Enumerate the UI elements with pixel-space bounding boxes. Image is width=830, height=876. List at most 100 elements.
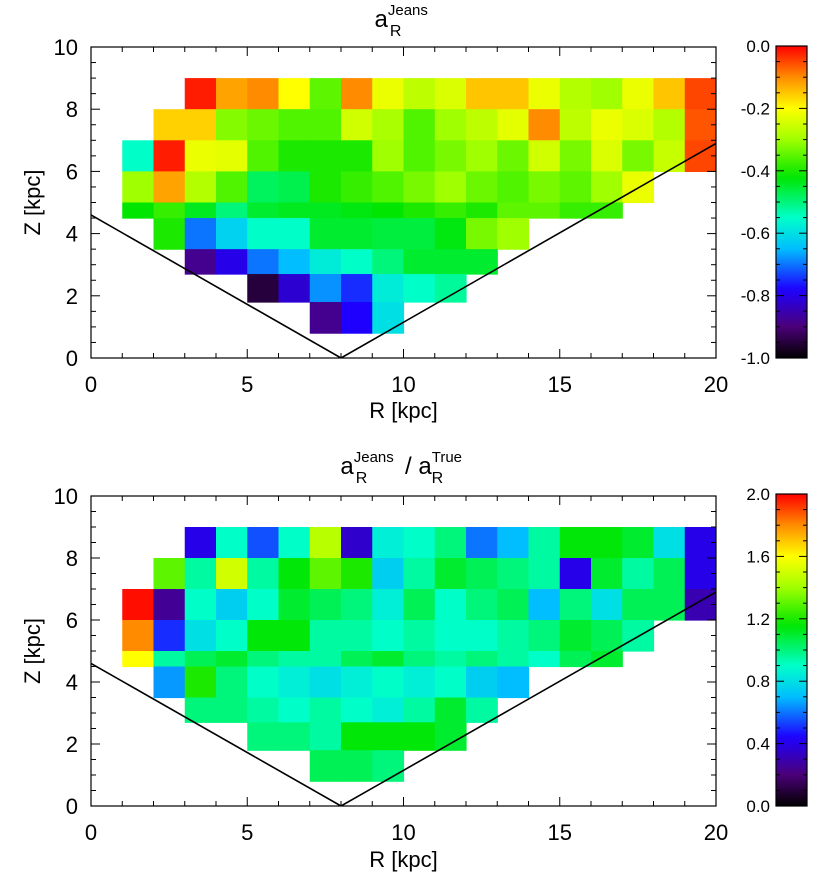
x-tick-label: 5 (241, 372, 253, 397)
heatmap-cell (309, 78, 342, 110)
heatmap-cell (403, 620, 436, 652)
heatmap-cell (372, 722, 405, 751)
boundary-line-1 (91, 214, 342, 358)
heatmap-cell (122, 589, 155, 621)
heatmap-cell (403, 202, 436, 219)
title-base: a (340, 453, 354, 480)
heatmap-cell (372, 620, 405, 652)
x-tick-label: 5 (241, 820, 253, 845)
heatmap-cell (559, 589, 592, 621)
x-tick-label: 15 (548, 820, 572, 845)
heatmap-cell (278, 558, 311, 590)
heatmap-cell (684, 558, 716, 590)
x-tick-label: 15 (548, 372, 572, 397)
heatmap-cell (247, 666, 280, 699)
heatmap-cell (622, 589, 655, 621)
heatmap-cell (341, 218, 373, 250)
y-tick-label: 0 (66, 794, 78, 819)
heatmap-cell (309, 140, 342, 172)
heatmap-cell (341, 558, 373, 590)
x-axis-label: R [kpc] (369, 847, 437, 872)
title-pad-2 (465, 453, 467, 480)
heatmap-cell (278, 249, 311, 275)
heatmap-cell (153, 558, 186, 590)
heatmap-cell (122, 620, 155, 652)
heatmap-cell (309, 750, 342, 782)
heatmap-cell (528, 109, 561, 141)
heatmap-cell (497, 558, 530, 590)
heatmap-cell (466, 109, 498, 141)
heatmap-cell (684, 527, 716, 559)
heatmap-cell (466, 78, 498, 110)
y-tick-label: 8 (66, 546, 78, 571)
heatmap-cell (341, 78, 373, 110)
heatmap-cell (184, 171, 217, 204)
heatmap-cells (122, 78, 716, 334)
heatmap-cell (341, 589, 373, 621)
heatmap-cell (434, 202, 467, 219)
heatmap-cell (653, 558, 686, 590)
heatmap-cell (247, 651, 280, 668)
heatmap-cell (372, 302, 405, 334)
title-pad (430, 6, 432, 33)
heatmap-cell (278, 171, 311, 204)
heatmap-cell (247, 620, 280, 652)
heatmap-cell (184, 78, 217, 110)
heatmap-cell (247, 274, 280, 303)
y-tick-label: 2 (66, 732, 78, 757)
heatmap-cell (434, 527, 467, 559)
heatmap-cell (466, 218, 498, 250)
heatmap-cell (403, 666, 436, 699)
y-axis-label: Z [kpc] (20, 618, 45, 684)
heatmap-cell (684, 78, 716, 110)
y-axis-label: Z [kpc] (20, 169, 45, 235)
heatmap-cell (309, 722, 342, 751)
heatmap-cell (278, 78, 311, 110)
heatmap-cells (122, 527, 716, 782)
heatmap-cell (497, 171, 530, 204)
heatmap-cell (341, 666, 373, 699)
heatmap-cell (278, 274, 311, 303)
chart-title: aJeans R (375, 2, 433, 40)
heatmap-cell (622, 109, 655, 141)
heatmap-cell (216, 666, 248, 699)
heatmap-cell (341, 750, 373, 782)
heatmap-cell (497, 202, 530, 219)
chart-title: aJeans R / aTrue R (340, 449, 466, 487)
heatmap-cell (153, 651, 186, 668)
heatmap-cell (216, 171, 248, 204)
heatmap-cell (528, 620, 561, 652)
heatmap-cell (559, 651, 592, 668)
heatmap-cell (653, 589, 686, 621)
heatmap-cell (372, 589, 405, 621)
colorbar-tick-label: 0.4 (746, 735, 770, 754)
colorbar (775, 493, 808, 807)
heatmap-cell (372, 651, 405, 668)
boundary-line-1 (91, 662, 342, 806)
heatmap-cell (184, 651, 217, 668)
colorbar-tick-label: 1.2 (746, 610, 770, 629)
heatmap-cell (153, 620, 186, 652)
heatmap-cell (153, 140, 186, 172)
heatmap-cell (466, 527, 498, 559)
heatmap-cell (497, 527, 530, 559)
heatmap-cell (216, 218, 248, 250)
heatmap-cell (466, 202, 498, 219)
title-separator: / (398, 453, 418, 480)
heatmap-cell (591, 202, 623, 219)
heatmap-cell (372, 697, 405, 723)
title-sub-2: R (432, 470, 444, 487)
colorbar-tick-label: 2.0 (746, 485, 770, 504)
heatmap-cell (653, 109, 686, 141)
heatmap-cell (653, 527, 686, 559)
heatmap-cell (497, 140, 530, 172)
heatmap-cell (153, 589, 186, 621)
heatmap-cell (153, 109, 186, 141)
heatmap-cell (466, 558, 498, 590)
heatmap-cell (309, 202, 342, 219)
heatmap-cell (434, 78, 467, 110)
heatmap-cell (278, 109, 311, 141)
heatmap-cell (497, 109, 530, 141)
heatmap-cell (591, 527, 623, 559)
